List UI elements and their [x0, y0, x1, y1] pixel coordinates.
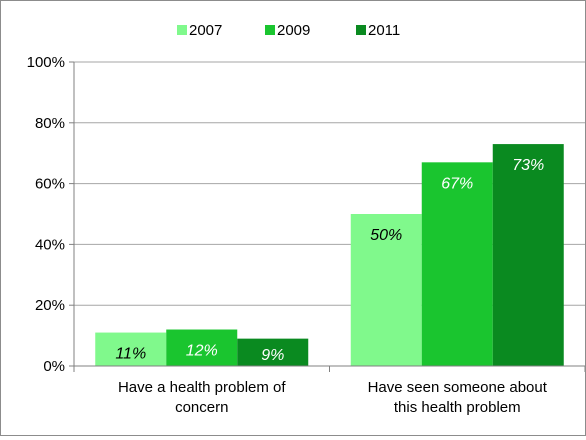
x-axis: Have a health problem of concern Have seen… — [73, 365, 586, 416]
legend-swatch — [177, 25, 187, 35]
bar — [237, 338, 309, 366]
x-category-label: Have a health problem of concern — [118, 379, 286, 416]
x-category-label: Have seen someone about this health probl… — [368, 379, 548, 416]
data-label: 50% — [370, 227, 402, 244]
legend-label: 2007 — [189, 22, 222, 39]
bar — [350, 214, 422, 366]
bar — [492, 144, 564, 366]
bars — [95, 144, 564, 366]
legend-swatch — [265, 25, 275, 35]
bar — [421, 162, 493, 366]
bar — [95, 332, 167, 366]
data-labels: 11% 50% 12% 67% 9% 73% — [115, 157, 544, 364]
y-axis: 0% 20% 40% 60% 80% 100% — [27, 54, 75, 375]
y-tick-label: 20% — [35, 297, 65, 314]
y-tick-label: 40% — [35, 236, 65, 253]
y-tick-label: 100% — [27, 54, 65, 71]
legend-label: 2011 — [368, 22, 400, 39]
chart-legend: 2007 2009 2011 — [177, 22, 400, 39]
data-label: 67% — [441, 175, 473, 192]
data-label: 11% — [115, 346, 146, 363]
data-label: 9% — [261, 347, 284, 364]
y-tick-label: 60% — [35, 176, 65, 193]
data-label: 73% — [512, 157, 544, 174]
bar — [166, 329, 238, 366]
legend-swatch — [356, 25, 366, 35]
legend-label: 2009 — [277, 22, 310, 39]
y-tick-label: 80% — [35, 115, 65, 132]
y-tick-label: 0% — [43, 358, 65, 375]
data-label: 12% — [186, 343, 218, 360]
